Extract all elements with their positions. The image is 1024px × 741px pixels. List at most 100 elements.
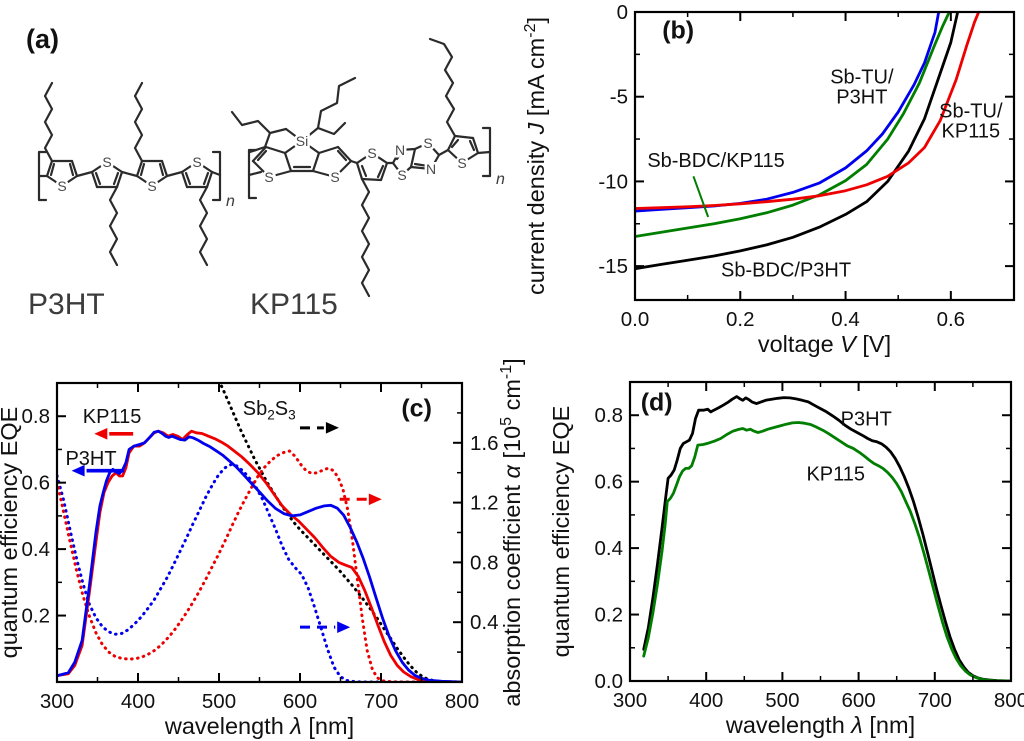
bond <box>115 170 124 189</box>
bond <box>300 126 320 143</box>
bond <box>428 37 457 138</box>
bond <box>160 159 169 178</box>
bond <box>135 174 154 188</box>
bond <box>210 170 222 177</box>
bond <box>70 159 79 178</box>
plot-frame <box>633 10 1016 302</box>
x-tick-label: 800 <box>445 690 479 713</box>
atom-label: S <box>423 135 432 151</box>
annotation-label: Sb-BDC/P3HT <box>721 260 851 282</box>
bond <box>316 121 347 136</box>
annotation-label: KP115 <box>806 463 865 485</box>
y-tick-label: -10 <box>598 170 628 193</box>
bond <box>453 134 475 140</box>
bond <box>251 145 268 163</box>
bond <box>68 162 75 177</box>
bond <box>284 127 304 143</box>
bond <box>75 170 94 178</box>
atom-label: S <box>102 154 111 170</box>
panel-b-jv-curves-chart: 0.0 0.2 0.4 0.6 0 -5 -10 -15 voltage V [V] curren… <box>522 1 1016 357</box>
x-axis-label: voltage V [V] <box>758 331 891 357</box>
bond <box>139 162 146 177</box>
bond <box>108 185 119 267</box>
annotation-label: (c) <box>401 395 432 423</box>
bond <box>300 139 321 155</box>
molecule-name-label: KP115 <box>250 288 338 321</box>
bond <box>90 170 99 189</box>
panel-a-tag: (a) <box>26 24 59 54</box>
bond <box>165 170 184 178</box>
series-kp115-absorption <box>57 449 462 682</box>
x-tick-label: 400 <box>689 689 723 712</box>
bond <box>391 148 402 165</box>
atom-label: S <box>192 154 201 170</box>
y-tick-label: 0.8 <box>595 404 624 427</box>
series-sb2s3-absorption <box>218 383 462 682</box>
bond <box>476 150 492 155</box>
atom-label: S <box>457 155 466 171</box>
bond <box>180 170 189 189</box>
y-tick-label: 0.0 <box>595 670 624 693</box>
y2-tick-label: 0.8 <box>470 551 499 574</box>
x-tick-label: 700 <box>918 689 952 712</box>
bond <box>379 161 389 182</box>
y-tick-label: -5 <box>610 86 628 109</box>
bond <box>311 151 321 173</box>
bond <box>336 145 353 163</box>
bond <box>251 159 271 179</box>
bond <box>112 171 120 186</box>
bond <box>333 159 353 179</box>
annotation-label: (d) <box>641 389 673 417</box>
bond <box>150 174 169 188</box>
bond <box>336 149 348 162</box>
bond <box>283 151 293 173</box>
bond <box>317 145 340 155</box>
bond <box>264 145 287 155</box>
bond <box>43 81 54 163</box>
y-tick-label: -15 <box>598 255 628 278</box>
bond <box>413 162 430 168</box>
bond <box>283 139 304 155</box>
series-group <box>57 383 462 682</box>
bond <box>195 160 214 174</box>
bond <box>450 138 460 149</box>
x-axis-label: wavelength λ [nm] <box>164 713 354 739</box>
x-axis-label: wavelength λ [nm] <box>725 712 915 738</box>
x-tick-label: 400 <box>121 690 155 713</box>
bond <box>49 162 56 177</box>
series-group <box>635 12 981 271</box>
y2-axis-label: absorption coefficient α [105 cm-1] <box>498 358 525 706</box>
bond <box>267 169 293 179</box>
atom-label: S <box>147 178 156 194</box>
plot-frame <box>628 380 1013 683</box>
bond <box>360 164 368 178</box>
bond <box>471 136 480 155</box>
bond <box>105 160 124 174</box>
annotation-arrow-head <box>325 422 339 434</box>
annotation-label: KP115 <box>942 121 1001 143</box>
x-tick-label: 0.0 <box>621 308 650 331</box>
bond <box>45 159 54 178</box>
bond <box>158 162 165 177</box>
bond <box>426 141 441 157</box>
annotation-label: (b) <box>662 17 694 45</box>
molecule-name-label: P3HT <box>28 288 105 321</box>
x-tick-label: 300 <box>40 690 74 713</box>
bond <box>45 174 64 188</box>
annotation-arrow-head <box>94 428 108 440</box>
bond <box>400 165 413 177</box>
annotation-label: Sb-BDC/KP115 <box>647 150 784 172</box>
annotation-arrow-head <box>337 621 351 633</box>
y-tick-label: 0.6 <box>595 471 624 494</box>
bond <box>460 151 480 165</box>
bond <box>391 161 404 177</box>
bond <box>360 177 371 298</box>
panel-d-eqe-chart: 300 400 500 600 700 800 0.0 0.2 0.4 0.6 0.8 wavelen… <box>548 380 1024 738</box>
bond <box>429 153 441 171</box>
y-tick-label: 0.4 <box>22 538 51 561</box>
atom-label: S <box>397 167 406 183</box>
bond <box>135 159 144 178</box>
